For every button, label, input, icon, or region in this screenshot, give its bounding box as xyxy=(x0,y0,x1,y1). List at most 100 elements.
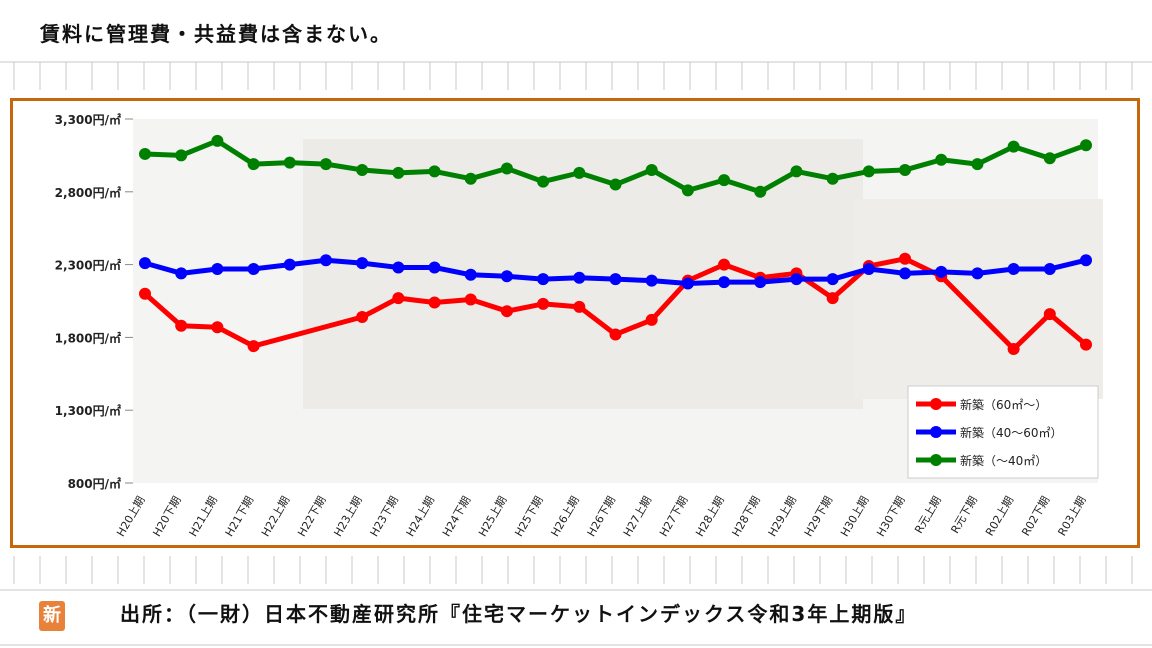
x-tick-label: H25下期 xyxy=(512,494,545,539)
rent-note: 賃料に管理費・共益費は含まない。 xyxy=(40,22,392,46)
legend-marker xyxy=(930,426,942,438)
y-tick-label: 2,300円/㎡ xyxy=(55,258,121,273)
x-tick-label: H23下期 xyxy=(368,494,401,539)
data-point xyxy=(899,163,912,176)
data-point xyxy=(464,172,477,185)
data-point xyxy=(718,258,731,271)
data-point xyxy=(319,158,332,171)
data-point xyxy=(211,262,224,275)
data-point xyxy=(754,276,767,289)
data-point xyxy=(464,293,477,306)
data-point xyxy=(211,321,224,334)
data-point xyxy=(899,267,912,280)
x-tick-label: H25上期 xyxy=(476,494,509,539)
data-point xyxy=(826,172,839,185)
data-point xyxy=(175,267,188,280)
data-point xyxy=(718,276,731,289)
data-point xyxy=(356,257,369,270)
x-tick-label: H28上期 xyxy=(693,494,726,539)
data-point xyxy=(428,165,441,178)
new-building-badge: 新 xyxy=(39,601,65,631)
data-point xyxy=(1080,139,1092,152)
x-tick-label: H24上期 xyxy=(404,494,437,539)
x-tick-label: H26上期 xyxy=(549,494,582,539)
data-point xyxy=(500,270,513,283)
data-point xyxy=(971,158,984,171)
data-point xyxy=(283,156,296,169)
data-point xyxy=(537,273,550,286)
data-point xyxy=(211,134,224,147)
data-point xyxy=(681,184,694,197)
legend-label: 新築（～40㎡） xyxy=(960,453,1047,468)
legend-marker xyxy=(930,454,942,466)
data-point xyxy=(537,297,550,310)
data-point xyxy=(1043,262,1056,275)
x-tick-label: R02上期 xyxy=(983,494,1016,538)
series-line xyxy=(143,256,1088,352)
x-tick-label: R元下期 xyxy=(948,494,980,536)
data-point xyxy=(392,166,405,179)
data-point xyxy=(935,265,948,278)
data-point xyxy=(319,254,332,267)
y-tick-label: 1,300円/㎡ xyxy=(55,403,121,418)
legend-label: 新築（60㎡～） xyxy=(960,397,1047,412)
data-point xyxy=(283,258,296,271)
source-citation: 出所：（一財）日本不動産研究所『住宅マーケットインデックス令和3年上期版』 xyxy=(120,602,918,626)
data-point xyxy=(645,313,658,326)
x-tick-label: R元上期 xyxy=(912,494,944,536)
data-point xyxy=(392,261,405,274)
x-tick-label: R02下期 xyxy=(1019,494,1052,538)
rent-chart-frame: 800円/㎡ 1,300円/㎡ 1,800円/㎡ 2,300円/㎡ 2,800円/㎡ 3,… xyxy=(10,98,1140,631)
data-point xyxy=(899,252,912,265)
data-point xyxy=(826,273,839,286)
data-point xyxy=(139,257,151,270)
data-point xyxy=(609,273,622,286)
data-point xyxy=(1007,140,1020,153)
data-point xyxy=(500,162,513,175)
x-tick-label: H23上期 xyxy=(331,494,364,539)
data-point xyxy=(609,178,622,191)
data-point xyxy=(139,287,151,300)
x-tick-label: H24下期 xyxy=(440,494,473,539)
x-tick-label: H28下期 xyxy=(729,494,762,539)
data-point xyxy=(645,274,658,287)
x-tick-label: H20下期 xyxy=(150,494,183,539)
series-1 xyxy=(139,254,1092,290)
data-point xyxy=(935,153,948,166)
x-tick-label: H27上期 xyxy=(621,494,654,539)
data-point xyxy=(862,165,875,178)
data-point xyxy=(718,174,731,187)
data-point xyxy=(175,149,188,162)
data-point xyxy=(392,292,405,305)
data-point xyxy=(1043,308,1056,321)
building-photo-backdrop-side xyxy=(853,199,1103,399)
data-point xyxy=(573,166,586,179)
data-point xyxy=(1080,254,1092,267)
x-tick-label: H29上期 xyxy=(766,494,799,539)
data-point xyxy=(573,300,586,313)
x-tick-label: H29下期 xyxy=(802,494,835,539)
series-2 xyxy=(139,134,1092,198)
legend-label: 新築（40～60㎡） xyxy=(960,425,1063,440)
rent-line-chart: 800円/㎡ 1,300円/㎡ 1,800円/㎡ 2,300円/㎡ 2,800円/㎡ 3,… xyxy=(55,112,1103,539)
data-point xyxy=(1007,343,1020,356)
data-point xyxy=(971,267,984,280)
data-point xyxy=(609,328,622,341)
x-tick-label: R03上期 xyxy=(1056,494,1089,538)
x-tick-label: H30下期 xyxy=(874,494,907,539)
x-tick-label: H22下期 xyxy=(295,494,328,539)
data-point xyxy=(645,163,658,176)
data-point xyxy=(826,292,839,305)
x-tick-label: H21上期 xyxy=(187,494,220,539)
y-tick-label: 1,800円/㎡ xyxy=(55,330,121,345)
data-point xyxy=(862,262,875,275)
data-point xyxy=(356,311,369,324)
data-point xyxy=(175,319,188,332)
x-tick-label: H22上期 xyxy=(259,494,292,539)
y-tick-label: 3,300円/㎡ xyxy=(55,112,121,127)
x-tick-label: H30上期 xyxy=(838,494,871,539)
x-tick-label: H20上期 xyxy=(114,494,147,539)
x-tick-label: H21下期 xyxy=(223,494,256,539)
data-point xyxy=(537,175,550,188)
data-point xyxy=(1007,262,1020,275)
